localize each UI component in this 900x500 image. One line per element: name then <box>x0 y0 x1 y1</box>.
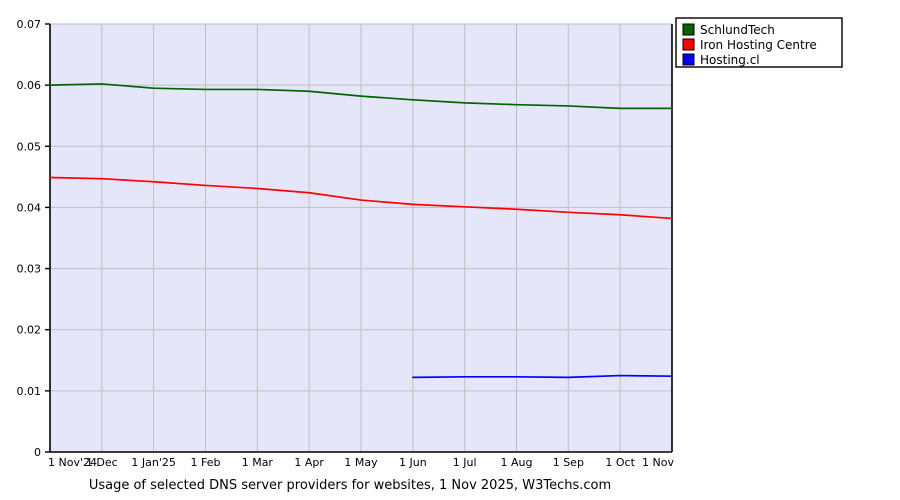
legend-label: Iron Hosting Centre <box>700 38 817 52</box>
y-axis-tick-label: 0.04 <box>17 201 42 214</box>
data-series-group <box>49 83 673 379</box>
legend-swatch <box>682 38 695 51</box>
chart-caption: Usage of selected DNS server providers f… <box>89 478 611 493</box>
x-axis-tick-label: 1 Oct <box>605 456 635 469</box>
legend-box <box>675 17 843 68</box>
legend-label: SchlundTech <box>700 23 775 37</box>
x-axis-tick-label: 1 Jan'25 <box>131 456 175 469</box>
x-axis-tick-label: 1 Aug <box>501 456 533 469</box>
x-axis-tick-label: 1 Nov <box>642 456 674 469</box>
y-axis-tick-label: 0.02 <box>17 324 42 337</box>
y-axis-tick-label: 0.03 <box>17 263 42 276</box>
y-axis-tick-labels: 0.07 0.06 0.05 0.04 0.03 0.02 0.01 0 <box>17 18 42 459</box>
x-axis-tick-label: 1 Jul <box>453 456 477 469</box>
x-axis-tick-label: 1 Jun <box>399 456 427 469</box>
legend-swatch <box>682 53 695 66</box>
legend-swatch <box>682 23 695 36</box>
x-axis-tick-label: 1 May <box>344 456 378 469</box>
y-axis-ticks <box>45 23 50 453</box>
series-line-1 <box>49 176 673 220</box>
series-line-2 <box>411 374 673 379</box>
legend-label: Hosting.cl <box>700 53 760 67</box>
x-axis-tick-label: 1 Apr <box>294 456 324 469</box>
y-axis-tick-label: 0.07 <box>17 18 42 31</box>
x-axis-tick-labels: 1 Nov'241 Dec 1 Jan'25 1 Feb 1 Mar 1 Apr 1 Ma… <box>48 456 674 469</box>
y-axis-tick-label: 0.06 <box>17 79 42 92</box>
x-axis-tick-label: 1 Nov'24 <box>48 456 97 469</box>
y-axis-tick-label: 0.01 <box>17 385 42 398</box>
y-axis-tick-label: 0.05 <box>17 140 42 153</box>
series-line-0 <box>49 83 673 110</box>
x-axis-tick-label: 1 Sep <box>553 456 584 469</box>
x-axis-tick-label: 1 Feb <box>191 456 221 469</box>
x-axis-tick-label: 1 Mar <box>242 456 274 469</box>
y-axis-tick-label: 0 <box>34 446 41 459</box>
x-axis-tick-label: 1 Dec <box>86 456 118 469</box>
